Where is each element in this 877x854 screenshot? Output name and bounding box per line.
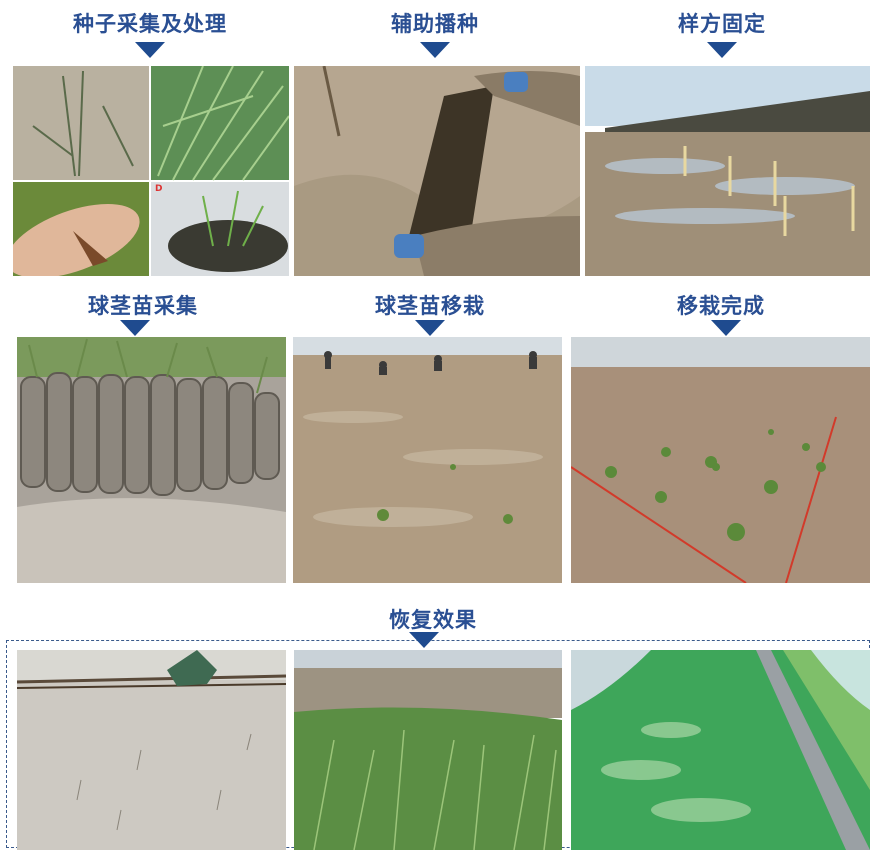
- restoration-photo-grassland: [294, 650, 562, 850]
- step-label-transplant-complete: 移栽完成: [677, 294, 765, 318]
- step-label-restoration-effect: 恢复效果: [389, 608, 477, 632]
- step-label-quadrat-fixing: 样方固定: [678, 12, 766, 36]
- seed-photo-collage: D: [13, 66, 289, 276]
- restoration-photo-early: [17, 650, 286, 850]
- restoration-photo-aerial: [571, 650, 870, 850]
- step-label-assisted-sowing: 辅助播种: [391, 12, 479, 36]
- down-arrow-icon: [415, 320, 445, 336]
- down-arrow-icon: [711, 320, 741, 336]
- bulb-collection-photo: [17, 337, 286, 583]
- photo-badge: D: [155, 184, 163, 194]
- step-label-bulb-collection: 球茎苗采集: [88, 294, 198, 318]
- down-arrow-icon: [135, 42, 165, 58]
- step-label-bulb-transplant: 球茎苗移栽: [375, 294, 485, 318]
- down-arrow-icon: [707, 42, 737, 58]
- down-arrow-icon: [420, 42, 450, 58]
- assisted-sowing-photo: [294, 66, 580, 276]
- down-arrow-icon: [120, 320, 150, 336]
- step-label-seed: 种子采集及处理: [73, 12, 227, 36]
- bulb-transplant-photo: [293, 337, 562, 583]
- down-arrow-icon: [409, 632, 439, 648]
- quadrat-fixing-photo: [585, 66, 870, 276]
- transplant-complete-photo: [571, 337, 870, 583]
